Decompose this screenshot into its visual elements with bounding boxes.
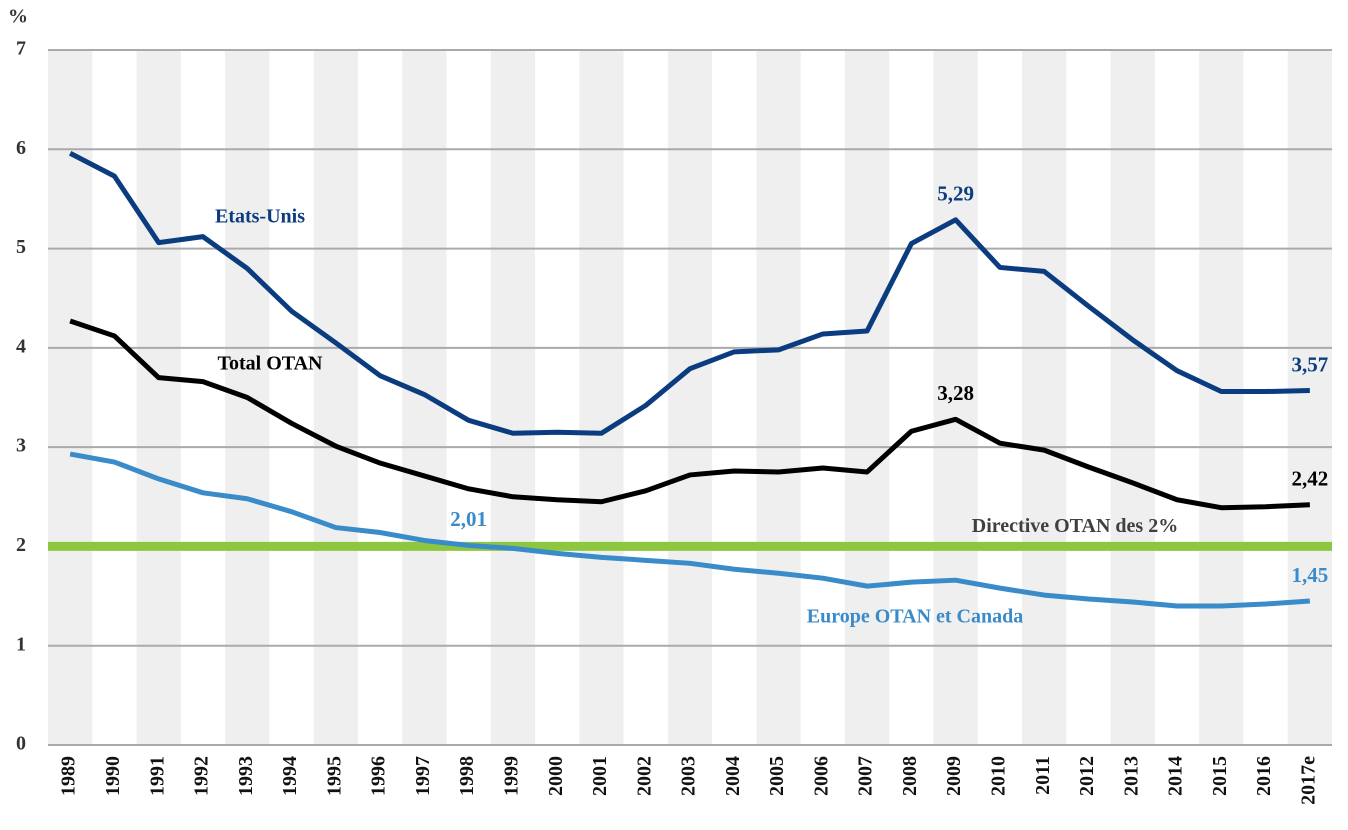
y-tick-label: 4 xyxy=(16,335,26,357)
x-tick-label: 2017e xyxy=(1297,756,1319,805)
data-label: 3,57 xyxy=(1291,352,1328,376)
x-tick-label: 2012 xyxy=(1076,756,1098,796)
band xyxy=(756,50,801,745)
data-label: 2,42 xyxy=(1291,467,1328,491)
band xyxy=(933,50,978,745)
x-tick-label: 2013 xyxy=(1120,756,1142,796)
band xyxy=(136,50,181,745)
band xyxy=(1022,50,1067,745)
band xyxy=(402,50,447,745)
x-tick-label: 2000 xyxy=(545,756,567,796)
y-tick-label: 7 xyxy=(16,38,26,60)
band xyxy=(844,50,890,745)
series-name: Total OTAN xyxy=(217,353,323,375)
x-tick-label: 2001 xyxy=(589,756,611,796)
y-tick-label: 2 xyxy=(16,534,26,556)
reference-label: Directive OTAN des 2% xyxy=(972,515,1178,537)
x-tick-label: 1998 xyxy=(456,756,478,796)
x-tick-label: 2009 xyxy=(943,756,965,796)
x-tick-label: 1990 xyxy=(102,756,124,796)
y-unit: % xyxy=(8,6,28,28)
data-label: 2,01 xyxy=(450,507,487,531)
x-tick-label: 1999 xyxy=(500,756,522,796)
x-tick-label: 2015 xyxy=(1209,756,1231,796)
y-tick-label: 6 xyxy=(16,137,26,159)
x-tick-label: 1995 xyxy=(323,756,345,796)
band xyxy=(1287,50,1332,745)
series-line xyxy=(69,318,1310,511)
y-tick-label: 5 xyxy=(16,236,26,258)
band xyxy=(48,50,93,745)
x-tick-label: 2003 xyxy=(678,756,700,796)
band xyxy=(579,50,624,745)
series-name: Etats-Unis xyxy=(215,206,305,228)
x-tick-label: 2008 xyxy=(899,756,921,796)
x-tick-label: 1989 xyxy=(58,756,80,796)
data-label: 1,45 xyxy=(1291,563,1328,587)
data-label: 3,28 xyxy=(937,381,974,405)
x-tick-label: 1991 xyxy=(146,756,168,796)
x-tick-label: 2016 xyxy=(1253,756,1275,796)
series-line xyxy=(69,451,1311,609)
y-tick-label: 0 xyxy=(16,733,26,755)
x-tick-label: 2005 xyxy=(766,756,788,796)
band xyxy=(1110,50,1155,745)
band xyxy=(667,50,713,745)
data-label: 5,29 xyxy=(937,182,974,206)
x-tick-label: 2007 xyxy=(855,756,877,796)
band xyxy=(1199,50,1244,745)
x-tick-label: 2004 xyxy=(722,756,744,796)
band xyxy=(490,50,536,745)
series-name: Europe OTAN et Canada xyxy=(807,606,1024,628)
x-tick-label: 1994 xyxy=(279,756,301,796)
x-tick-label: 1997 xyxy=(412,756,434,796)
y-tick-label: 1 xyxy=(16,633,26,655)
y-tick-label: 3 xyxy=(16,435,26,457)
x-tick-label: 2014 xyxy=(1165,756,1187,796)
x-tick-label: 1993 xyxy=(235,756,257,796)
x-tick-label: 2010 xyxy=(988,756,1010,796)
x-tick-label: 2011 xyxy=(1032,756,1054,795)
x-tick-label: 2006 xyxy=(810,756,832,796)
x-tick-label: 1996 xyxy=(368,756,390,796)
x-tick-label: 1992 xyxy=(191,756,213,796)
series-line xyxy=(68,151,1310,436)
band xyxy=(313,50,358,745)
x-tick-label: 2002 xyxy=(633,756,655,796)
